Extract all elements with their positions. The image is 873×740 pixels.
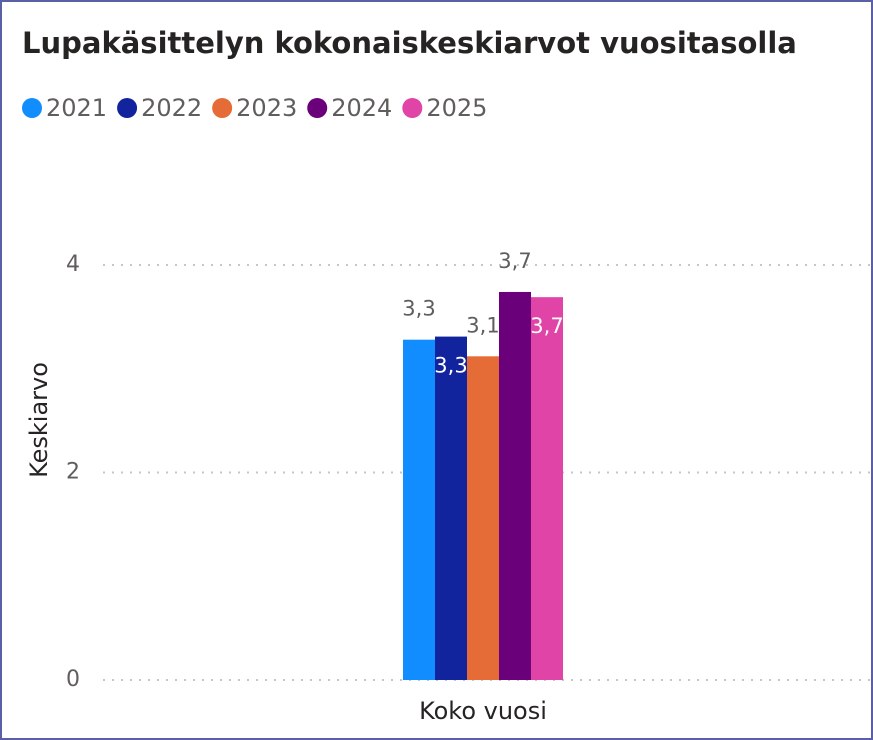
y-tick-label: 2	[66, 460, 80, 485]
chart-title: Lupakäsittelyn kokonaiskeskiarvot vuosit…	[22, 26, 797, 60]
legend-marker	[212, 98, 233, 118]
y-tick-label: 0	[66, 667, 80, 692]
legend-label: 2021	[46, 94, 107, 122]
legend-label: 2023	[236, 94, 297, 122]
bar	[531, 297, 563, 680]
legend-marker	[22, 98, 42, 118]
legend-marker	[307, 98, 328, 118]
legend-label: 2024	[331, 94, 392, 122]
legend-marker	[402, 98, 423, 118]
legend-label: 2025	[426, 94, 487, 122]
bar	[467, 356, 499, 680]
x-tick-label: Koko vuosi	[419, 697, 547, 725]
bar	[403, 339, 435, 680]
y-axis-label: Keskiarvo	[25, 362, 53, 478]
legend-marker	[117, 98, 138, 118]
data-label: 3,3	[434, 354, 467, 378]
bar	[499, 291, 531, 680]
y-tick-label: 4	[66, 252, 80, 277]
data-label: 3,7	[530, 314, 563, 338]
data-label: 3,7	[498, 249, 531, 273]
data-label: 3,3	[402, 297, 435, 321]
data-label: 3,1	[466, 313, 499, 337]
legend-label: 2022	[141, 94, 202, 122]
bar	[435, 336, 467, 680]
